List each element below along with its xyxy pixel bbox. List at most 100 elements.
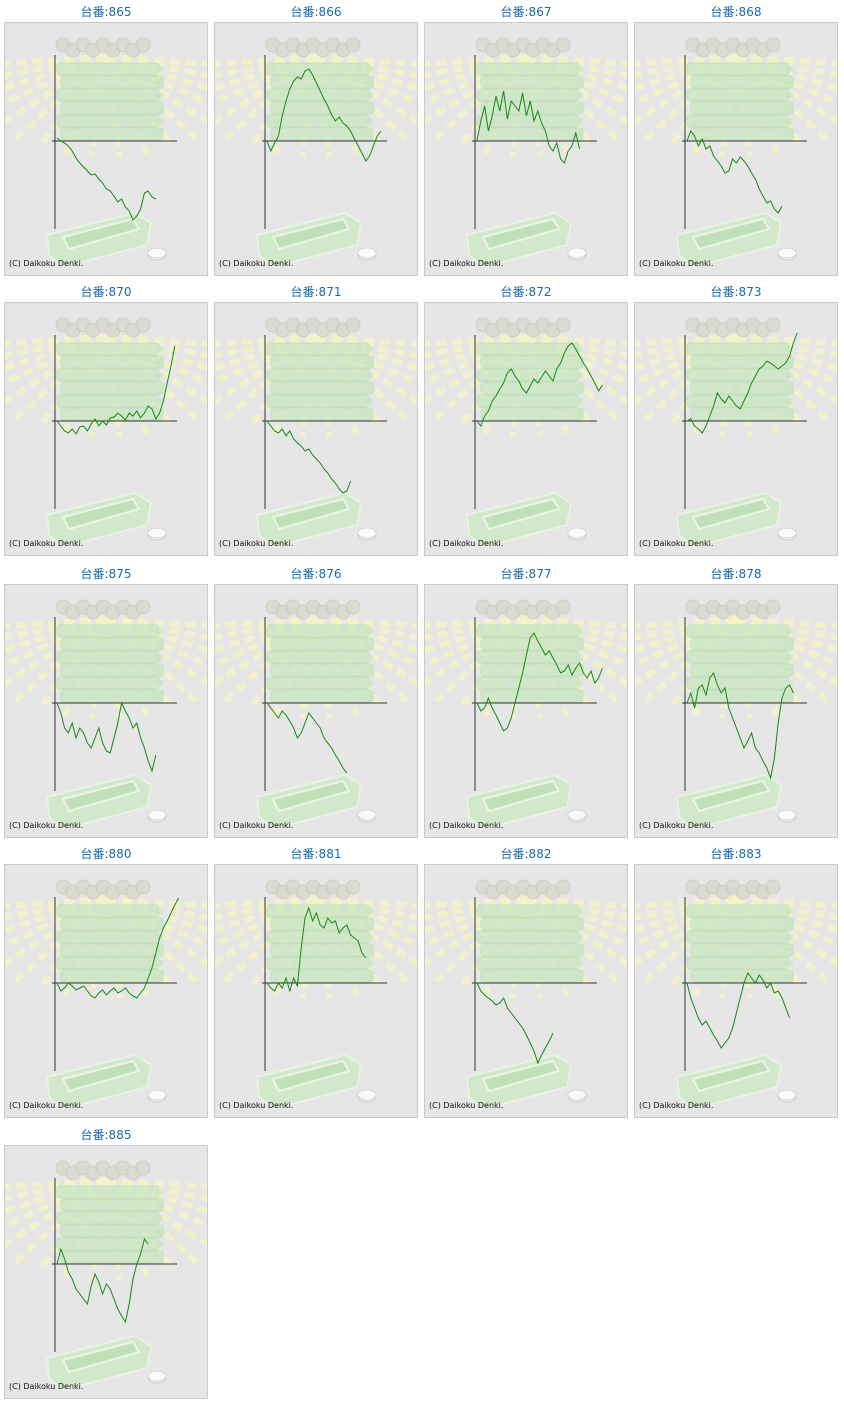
machine-number-title[interactable]: 台番:870	[80, 285, 132, 299]
stacked-boxes-illustration	[686, 624, 794, 703]
machine-number-title[interactable]: 台番:885	[80, 1128, 132, 1142]
slump-graph-frame: (C) Daikoku Denki.	[4, 302, 208, 556]
copyright-text: (C) Daikoku Denki.	[429, 259, 504, 268]
coin-illustration	[567, 527, 587, 541]
pachinko-balls-illustration	[685, 599, 781, 620]
slump-graph	[215, 37, 417, 269]
ball-tray-illustration	[675, 773, 783, 831]
slump-graph-frame: (C) Daikoku Denki.	[634, 22, 838, 276]
slump-line	[266, 906, 367, 993]
machine-number-title[interactable]: 台番:872	[500, 285, 552, 299]
ball-tray-illustration	[255, 1053, 363, 1111]
copyright-text: (C) Daikoku Denki.	[639, 821, 714, 830]
machine-number-title[interactable]: 台番:877	[500, 567, 552, 581]
slump-graph-frame: (C) Daikoku Denki.	[424, 22, 628, 276]
slump-graph	[5, 317, 207, 549]
machine-card[interactable]: 台番:876 (C) Daikoku Denki.	[214, 562, 418, 838]
stacked-boxes-illustration	[476, 904, 584, 983]
machine-number-title[interactable]: 台番:882	[500, 847, 552, 861]
ball-tray-illustration	[465, 211, 573, 269]
machine-card[interactable]: 台番:880 (C) Daikoku Denki.	[4, 842, 208, 1118]
pachinko-balls-illustration	[55, 879, 151, 900]
machine-card[interactable]: 台番:877 (C) Daikoku Denki.	[424, 562, 628, 838]
machine-card[interactable]: 台番:881 (C) Daikoku Denki.	[214, 842, 418, 1118]
machine-number-title[interactable]: 台番:876	[290, 567, 342, 581]
copyright-text: (C) Daikoku Denki.	[639, 259, 714, 268]
coin-illustration	[777, 247, 797, 261]
slump-graph	[215, 599, 417, 831]
pachinko-balls-illustration	[265, 37, 361, 58]
slump-graph-frame: (C) Daikoku Denki.	[214, 22, 418, 276]
stacked-boxes-illustration	[266, 342, 374, 421]
machine-card[interactable]: 台番:867 (C) Daikoku Denki.	[424, 0, 628, 276]
machine-number-title[interactable]: 台番:871	[290, 285, 342, 299]
slump-line	[56, 137, 157, 221]
slump-graph	[635, 879, 837, 1111]
machine-card[interactable]: 台番:883 (C) Daikoku Denki.	[634, 842, 838, 1118]
stacked-boxes-illustration	[266, 904, 374, 983]
coin-illustration	[147, 527, 167, 541]
ball-tray-illustration	[465, 773, 573, 831]
stacked-boxes-illustration	[686, 904, 794, 983]
ball-tray-illustration	[675, 491, 783, 549]
slump-graph-frame: (C) Daikoku Denki.	[424, 864, 628, 1118]
ball-tray-illustration	[465, 491, 573, 549]
ball-tray-illustration	[45, 773, 153, 831]
coin-illustration	[777, 527, 797, 541]
slump-graph-frame: (C) Daikoku Denki.	[4, 1145, 208, 1399]
slump-graph	[5, 1160, 207, 1392]
slump-graph	[5, 599, 207, 831]
coin-illustration	[147, 1089, 167, 1103]
ball-tray-illustration	[45, 1053, 153, 1111]
pachinko-balls-illustration	[475, 599, 571, 620]
machine-card[interactable]: 台番:866 (C) Daikoku Denki.	[214, 0, 418, 276]
ball-tray-illustration	[465, 1053, 573, 1111]
pachinko-balls-illustration	[55, 1160, 151, 1181]
slump-graph	[635, 599, 837, 831]
slump-graph	[425, 317, 627, 549]
slump-line	[686, 971, 791, 1049]
copyright-text: (C) Daikoku Denki.	[219, 259, 294, 268]
machine-number-title[interactable]: 台番:873	[710, 285, 762, 299]
machine-card[interactable]: 台番:878 (C) Daikoku Denki.	[634, 562, 838, 838]
coin-illustration	[567, 1089, 587, 1103]
slump-graph-frame: (C) Daikoku Denki.	[214, 864, 418, 1118]
ball-tray-illustration	[45, 491, 153, 549]
machine-number-title[interactable]: 台番:866	[290, 5, 342, 19]
copyright-text: (C) Daikoku Denki.	[9, 821, 84, 830]
copyright-text: (C) Daikoku Denki.	[9, 1101, 84, 1110]
slump-line	[56, 897, 180, 999]
slump-line	[476, 632, 603, 732]
machine-card[interactable]: 台番:871 (C) Daikoku Denki.	[214, 280, 418, 556]
machine-number-title[interactable]: 台番:875	[80, 567, 132, 581]
machine-number-title[interactable]: 台番:878	[710, 567, 762, 581]
machine-number-title[interactable]: 台番:883	[710, 847, 762, 861]
machine-card[interactable]: 台番:875 (C) Daikoku Denki.	[4, 562, 208, 838]
machine-number-title[interactable]: 台番:867	[500, 5, 552, 19]
machine-card[interactable]: 台番:885 (C) Daikoku Denki.	[4, 1123, 208, 1399]
machine-number-title[interactable]: 台番:881	[290, 847, 342, 861]
slump-graph	[635, 37, 837, 269]
pachinko-balls-illustration	[685, 317, 781, 338]
machine-card[interactable]: 台番:873 (C) Daikoku Denki.	[634, 280, 838, 556]
slump-line	[56, 701, 157, 773]
machine-card[interactable]: 台番:870 (C) Daikoku Denki.	[4, 280, 208, 556]
machine-card[interactable]: 台番:882 (C) Daikoku Denki.	[424, 842, 628, 1118]
pachinko-balls-illustration	[265, 599, 361, 620]
copyright-text: (C) Daikoku Denki.	[9, 539, 84, 548]
pachinko-balls-illustration	[475, 317, 571, 338]
stacked-boxes-illustration	[56, 1185, 164, 1264]
slump-line	[266, 68, 382, 162]
ball-tray-illustration	[675, 211, 783, 269]
pachinko-balls-illustration	[55, 599, 151, 620]
slump-line	[476, 90, 581, 164]
slump-graph	[635, 317, 837, 549]
copyright-text: (C) Daikoku Denki.	[219, 821, 294, 830]
machine-card[interactable]: 台番:868 (C) Daikoku Denki.	[634, 0, 838, 276]
machine-card[interactable]: 台番:865 (C) Daikoku Denki.	[4, 0, 208, 276]
machine-number-title[interactable]: 台番:868	[710, 5, 762, 19]
machine-card[interactable]: 台番:872 (C) Daikoku Denki.	[424, 280, 628, 556]
slump-graph-frame: (C) Daikoku Denki.	[424, 302, 628, 556]
machine-number-title[interactable]: 台番:880	[80, 847, 132, 861]
machine-number-title[interactable]: 台番:865	[80, 5, 132, 19]
